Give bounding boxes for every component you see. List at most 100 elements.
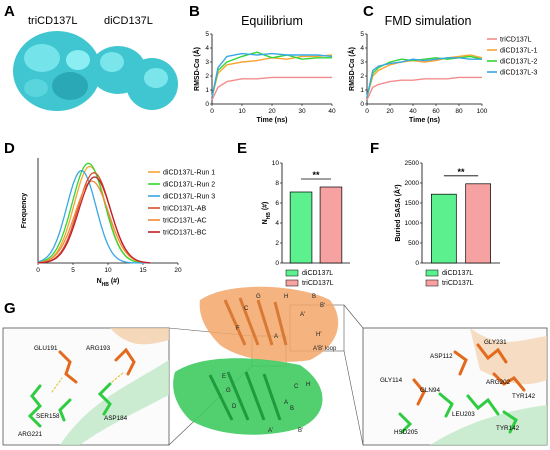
x-tick-label: 20 <box>386 108 394 115</box>
distribution-curve-triCD137L-AC <box>37 180 151 264</box>
significance-marker: ** <box>312 170 320 180</box>
significance-marker: ** <box>457 167 465 177</box>
strand-label: E <box>222 374 226 380</box>
legend-swatch <box>425 269 439 277</box>
y-tick-label: 2000 <box>405 180 420 187</box>
x-tick-label: 30 <box>298 108 306 115</box>
legend-label: diCD137L-Run 1 <box>163 170 215 177</box>
x-tick-label: 40 <box>328 108 336 115</box>
y-tick-label: 4 <box>205 45 209 52</box>
y-tick-label: 8 <box>275 180 279 187</box>
x-axis-title: NHB (#) <box>97 278 120 288</box>
y-tick-label: 1500 <box>405 200 420 207</box>
strand-label: A'B' loop <box>313 346 337 352</box>
residue-label: ARG202 <box>486 379 511 386</box>
legend-label: triCD137L-BC <box>163 230 207 237</box>
legend-swatch <box>285 269 299 277</box>
x-tick-label: 80 <box>455 108 463 115</box>
series-line-diCD137L-2 <box>211 51 332 98</box>
y-tick-label: 1 <box>360 87 364 94</box>
x-tick-label: 0 <box>36 267 40 274</box>
x-tick-label: 20 <box>174 267 182 274</box>
y-tick-label: 6 <box>275 200 279 207</box>
legend-f: diCD137L triCD137L <box>425 269 474 287</box>
strand-label: B <box>290 406 294 412</box>
y-tick-label: 3 <box>205 59 209 66</box>
residue-label: TYR142 <box>512 393 536 400</box>
legend-label: triCD137L <box>302 280 334 287</box>
chart-e: 0 2 4 6 8 10 NHB (#) ** <box>262 160 350 267</box>
y-axis-title: NHB (#) <box>262 202 272 225</box>
distribution-curve-diCD137L-Run 1 <box>37 165 150 264</box>
legend-d: diCD137L-Run 1 diCD137L-Run 2 diCD137L-Run… <box>148 170 215 237</box>
legend-label: triCD137L <box>500 37 532 44</box>
legend-swatch <box>425 279 439 287</box>
strand-label: A' <box>268 428 273 434</box>
legend-label: diCD137L-2 <box>500 59 537 66</box>
legend-label: triCD137L-AB <box>163 206 207 213</box>
legend-label: diCD137L-1 <box>500 48 537 55</box>
x-tick-label: 15 <box>139 267 147 274</box>
chart-f: 0 500 1000 1500 2000 2500 Buried SASA (Å²) ** <box>393 160 500 267</box>
panel-c-title: FMD simulation <box>385 14 472 28</box>
series-line-diCD137L-1 <box>211 54 333 98</box>
residue-label: GLY231 <box>484 339 507 346</box>
panel-label-e: E <box>237 140 247 157</box>
x-tick-label: 100 <box>477 108 488 115</box>
x-axis-title-sub: HB <box>102 282 110 288</box>
legend-label: diCD137L-3 <box>500 70 537 77</box>
x-tick-label: 40 <box>409 108 417 115</box>
right-zoom-sticks <box>398 343 526 434</box>
strand-label: H' <box>316 332 321 338</box>
y-tick-label: 5 <box>360 31 364 38</box>
strand-label: H <box>284 294 288 300</box>
distribution-curve-triCD137L-AB <box>37 172 151 264</box>
y-tick-label: 2500 <box>405 160 420 167</box>
y-tick-label: 2 <box>205 73 209 80</box>
chart-d: 0 5 10 15 20 NHB (#) Frequency <box>21 158 182 288</box>
y-tick-label: 500 <box>408 240 419 247</box>
distribution-curve-triCD137L-BC <box>37 176 151 264</box>
x-tick-label: 10 <box>238 108 246 115</box>
strand-label: B <box>312 294 316 300</box>
legend-label: diCD137L-Run 2 <box>163 182 215 189</box>
tri-protein-structure <box>13 31 101 111</box>
bar-diCD137L <box>431 193 457 264</box>
y-tick-label: 0 <box>275 260 279 267</box>
strand-label: H <box>306 382 310 388</box>
di-protein-structure <box>90 46 178 110</box>
distribution-curve-diCD137L-Run 3 <box>37 169 150 264</box>
series-line-triCD137L <box>211 76 332 101</box>
y-tick-label: 0 <box>360 101 364 108</box>
panel-label-g: G <box>4 300 16 317</box>
legend-label: triCD137L-AC <box>163 218 207 225</box>
strand-label: A <box>274 334 278 340</box>
left-zoom-sticks <box>27 347 136 428</box>
residue-label: ARG193 <box>86 345 111 352</box>
strand-label: A' <box>300 312 305 318</box>
y-tick-label: 0 <box>205 101 209 108</box>
legend-label: triCD137L <box>442 280 474 287</box>
x-axis-title: Time (ns) <box>257 117 288 124</box>
strand-label: C <box>244 306 249 312</box>
residue-label: GLU191 <box>34 345 58 352</box>
residue-label: HSD205 <box>394 429 418 436</box>
panel-b-title: Equilibrium <box>241 14 303 28</box>
x-tick-label: 0 <box>365 108 369 115</box>
legend-e: diCD137L triCD137L <box>285 269 334 287</box>
y-tick-label: 0 <box>415 260 419 267</box>
y-axis-title-sub: HB <box>266 212 272 220</box>
panel-label-f: F <box>370 140 379 157</box>
y-tick-label: 1 <box>205 87 209 94</box>
panel-a-right-label: diCD137L <box>104 15 153 27</box>
y-tick-label: 10 <box>272 160 280 167</box>
x-tick-label: 20 <box>268 108 276 115</box>
chart-b: 0 1 2 3 4 5 0 10 20 30 40 Time (ns) RMSD-Cα (Å) <box>192 31 336 124</box>
y-tick-label: 3 <box>360 59 364 66</box>
residue-label: ASP184 <box>104 415 128 422</box>
x-tick-label: 10 <box>104 267 112 274</box>
left-zoom-ribbons <box>60 328 169 445</box>
residue-label: GLY114 <box>380 377 403 384</box>
